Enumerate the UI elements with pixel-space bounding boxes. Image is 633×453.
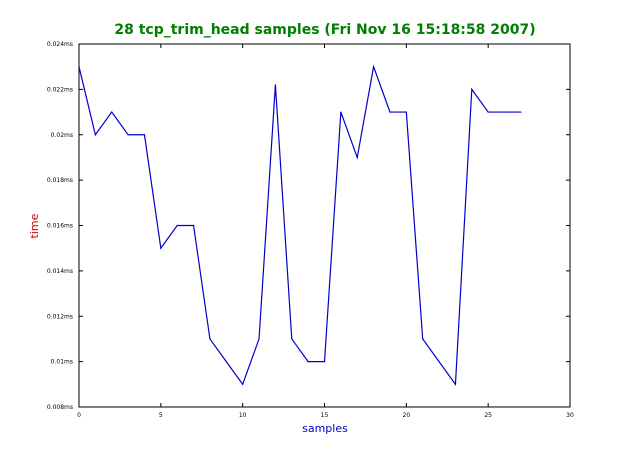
data-point xyxy=(307,361,309,363)
y-tick-label: 0.02ms xyxy=(51,132,73,139)
data-point xyxy=(438,361,440,363)
data-point xyxy=(389,111,391,113)
y-tick-label: 0.012ms xyxy=(47,313,73,320)
y-tick-label: 0.024ms xyxy=(47,41,73,48)
data-point xyxy=(209,338,211,340)
x-tick-label: 5 xyxy=(159,412,163,419)
data-point xyxy=(454,383,457,385)
x-tick-label: 10 xyxy=(239,412,247,419)
data-points xyxy=(78,66,522,385)
data-point xyxy=(487,111,489,113)
x-tick-label: 30 xyxy=(566,412,574,419)
data-point xyxy=(225,361,227,363)
data-point xyxy=(323,361,326,363)
data-point xyxy=(405,111,407,113)
x-tick-label: 25 xyxy=(484,412,492,419)
series-line xyxy=(78,64,521,387)
y-tick-label: 0.01ms xyxy=(51,359,73,366)
y-tick-label: 0.008ms xyxy=(47,404,73,411)
x-axis-label: samples xyxy=(302,422,348,435)
data-point xyxy=(471,88,473,90)
data-point xyxy=(258,338,260,340)
data-point xyxy=(274,84,276,86)
data-point xyxy=(78,66,80,68)
axis-ticks: 0 5 10 15 20 25 30 0.008ms 0.01ms 0.012ms 0.014ms 0… xyxy=(47,41,574,419)
data-point xyxy=(373,66,375,68)
y-tick-label: 0.022ms xyxy=(47,86,73,93)
data-point xyxy=(291,338,293,340)
data-point xyxy=(340,111,342,113)
x-tick-label: 20 xyxy=(403,412,411,419)
x-tick-label: 15 xyxy=(321,412,329,419)
x-tick-label: 0 xyxy=(77,412,81,419)
data-point xyxy=(356,156,358,159)
data-point xyxy=(192,224,195,227)
data-point xyxy=(127,134,129,136)
y-axis-label: time xyxy=(28,213,41,238)
data-point xyxy=(176,224,178,227)
data-point xyxy=(422,338,424,340)
data-point xyxy=(242,383,244,385)
data-point xyxy=(520,111,522,113)
data-point xyxy=(160,247,162,249)
data-point xyxy=(94,134,96,136)
y-tick-label: 0.018ms xyxy=(47,177,73,184)
data-point xyxy=(143,134,146,136)
data-point xyxy=(503,111,506,113)
data-point xyxy=(111,111,113,113)
y-tick-label: 0.016ms xyxy=(47,223,73,230)
chart-title: 28 tcp_trim_head samples (Fri Nov 16 15:… xyxy=(114,22,535,38)
y-tick-label: 0.014ms xyxy=(47,268,73,275)
